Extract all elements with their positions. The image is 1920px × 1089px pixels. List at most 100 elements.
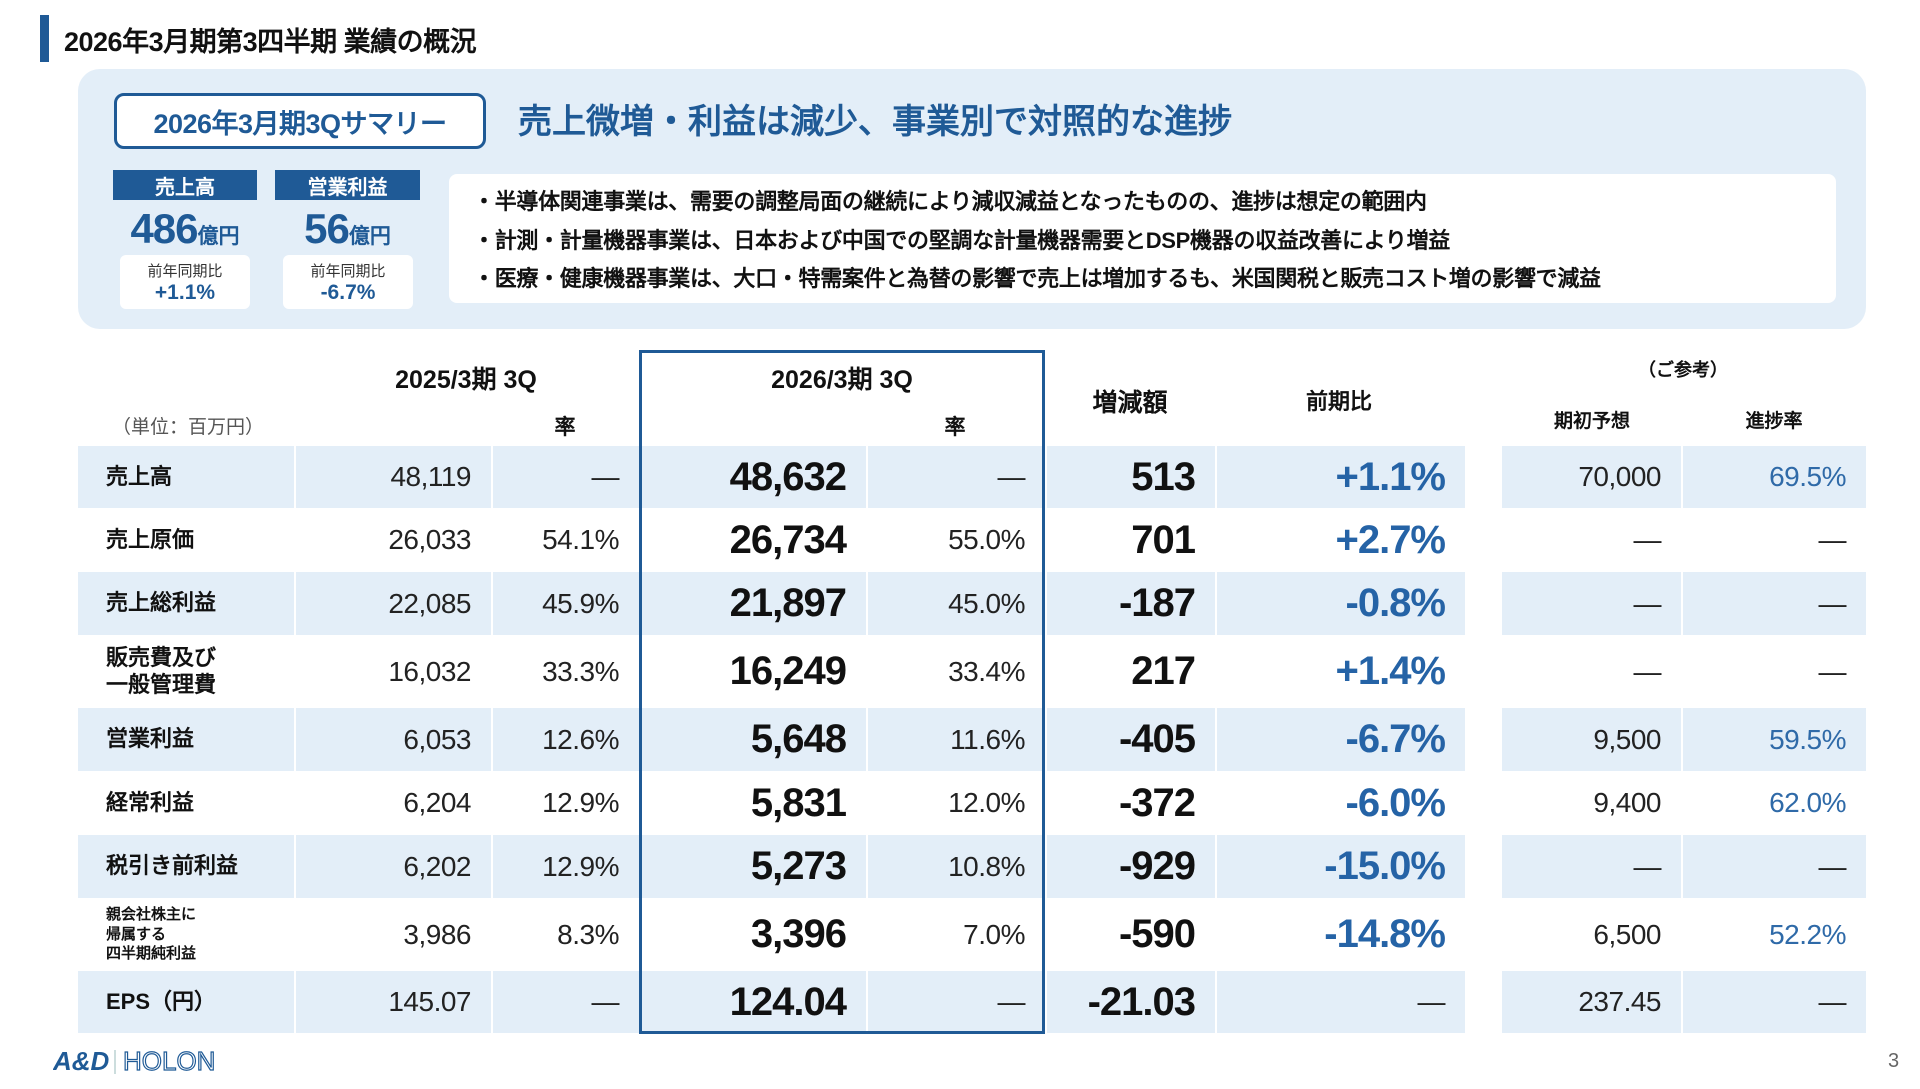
cell-prev: 22,085 — [294, 572, 491, 635]
unit-note: （単位：百万円） — [112, 417, 265, 438]
cell-yoy: -6.7% — [1215, 708, 1465, 771]
cell-prev-rate: 8.3% — [491, 898, 639, 971]
header-curr-rate: 率 — [944, 416, 966, 439]
table-row: 売上総利益 22,085 45.9% 21,897 45.0% -187 -0.8% — — — [0, 572, 1920, 635]
cell-curr-rate: 7.0% — [866, 898, 1045, 971]
cell-progress: 62.0% — [1681, 771, 1866, 835]
cell-diff: -187 — [1045, 572, 1215, 635]
cell-progress: 52.2% — [1681, 898, 1866, 971]
company-logo: A&D HOLON — [52, 1045, 263, 1089]
cell-diff: -929 — [1045, 835, 1215, 898]
cell-forecast: — — [1502, 835, 1681, 898]
cell-diff: -590 — [1045, 898, 1215, 971]
yoy-value: -6.7% — [320, 281, 376, 304]
cell-prev-rate: 12.9% — [491, 835, 639, 898]
table-row: EPS（円） 145.07—124.04— -21.03—237.45— — [0, 971, 1920, 1033]
cell-progress: — — [1681, 635, 1866, 708]
cell-prev-rate: 45.9% — [491, 572, 639, 635]
cell-forecast: 9,400 — [1593, 787, 1661, 818]
cell-yoy: +2.7% — [1215, 508, 1465, 572]
cell-prev: 6,202 — [294, 835, 491, 898]
cell-prev: 3,986 — [294, 898, 491, 971]
header-prev: 2025/3期 3Q — [395, 366, 537, 394]
kpi-sales-yoy: 前年同期比 +1.1% — [120, 255, 250, 309]
header-prev-rate: 率 — [554, 416, 576, 439]
summary-bullets: ・半導体関連事業は、需要の調整局面の継続により減収減益となったものの、進捗は想定… — [449, 174, 1836, 303]
kpi-sales-value: 486億円 — [113, 205, 257, 253]
cell-curr-rate: 10.8% — [866, 835, 1045, 898]
cell-curr-rate: 11.6% — [866, 708, 1045, 771]
cell-label: EPS（円） — [78, 971, 294, 1033]
cell-label: 経常利益 — [106, 789, 195, 815]
yoy-label: 前年同期比 — [310, 263, 386, 280]
cell-curr: 5,648 — [639, 708, 866, 771]
cell-prev: 16,032 — [294, 635, 491, 708]
header-diff: 増減額 — [1092, 389, 1168, 417]
cell-diff: 701 — [1045, 508, 1215, 572]
header-curr: 2026/3期 3Q — [771, 366, 913, 394]
table-row: 親会社株主に 帰属する 四半期純利益 3,986 8.3% 3,396 7.0% -590… — [0, 898, 1920, 971]
header-forecast: 期初予想 — [1553, 411, 1631, 432]
cell-label: 親会社株主に 帰属する 四半期純利益 — [106, 906, 197, 963]
cell-progress: 59.5% — [1681, 708, 1866, 771]
cell-prev-rate: — — [491, 971, 639, 1033]
yoy-value: +1.1% — [154, 281, 216, 304]
cell-forecast: — — [1633, 524, 1662, 555]
svg-text:A&D: A&D — [53, 1046, 110, 1076]
cell-forecast: 6,500 — [1593, 918, 1661, 950]
cell-yoy: -0.8% — [1215, 572, 1465, 635]
cell-curr: 124.04 — [639, 971, 866, 1033]
cell-prev: 6,204 — [294, 771, 491, 835]
yoy-label: 前年同期比 — [147, 263, 223, 280]
summary-headline: 売上微増・利益は減少、事業別で対照的な進捗 — [518, 103, 1232, 141]
table-row: 経常利益 6,204 12.9% 5,831 12.0% -372 -6.0% 9,400 62… — [0, 771, 1920, 835]
cell-curr: 16,249 — [639, 635, 866, 708]
header-yoy: 前期比 — [1305, 389, 1373, 414]
cell-prev: 26,033 — [294, 508, 491, 572]
header-progress: 進捗率 — [1745, 411, 1803, 432]
cell-progress: — — [1681, 572, 1866, 635]
kpi-sales-label: 売上高 — [113, 170, 257, 200]
page-number: 3 — [1888, 1050, 1900, 1072]
cell-prev-rate: 33.3% — [491, 635, 639, 708]
cell-forecast: 9,500 — [1502, 708, 1681, 771]
cell-yoy: -14.8% — [1215, 898, 1465, 971]
title-accent-bar — [40, 15, 49, 62]
cell-prev: 6,053 — [294, 708, 491, 771]
cell-diff: 513 — [1045, 446, 1215, 508]
kpi-op-value: 56億円 — [275, 205, 420, 253]
summary-label: 2026年3月期3Qサマリー — [114, 93, 486, 149]
table-row: 売上高 48,119—48,632—513 +1.1% 70,000 69.5% — [0, 446, 1920, 508]
cell-diff: -21.03 — [1045, 971, 1215, 1033]
cell-curr-rate: — — [866, 446, 1045, 508]
kpi-unit: 億円 — [197, 225, 240, 248]
cell-forecast: — — [1633, 655, 1662, 687]
kpi-op-label: 営業利益 — [275, 170, 420, 200]
table-row: 販売費及び 一般管理費 16,032 33.3% 16,249 33.4% 217 +1.4… — [0, 635, 1920, 708]
cell-yoy: +1.1% — [1215, 446, 1465, 508]
cell-prev-rate: 54.1% — [491, 508, 639, 572]
svg-text:HOLON: HOLON — [123, 1046, 215, 1076]
cell-curr: 5,831 — [639, 771, 866, 835]
cell-curr-rate: — — [866, 971, 1045, 1033]
table-row: 売上原価 26,033 54.1% 26,734 55.0% 701 +2.7% — — — [0, 508, 1920, 572]
kpi-unit: 億円 — [348, 225, 391, 248]
cell-label: 販売費及び 一般管理費 — [106, 645, 217, 697]
cell-prev-rate: — — [491, 446, 639, 508]
cell-progress: 69.5% — [1681, 446, 1866, 508]
cell-curr-rate: 45.0% — [866, 572, 1045, 635]
cell-prev-rate: 12.6% — [491, 708, 639, 771]
cell-curr: 3,396 — [639, 898, 866, 971]
table-row: 税引き前利益 6,202 12.9% 5,273 10.8% -929 -15.0% — — — [0, 835, 1920, 898]
cell-prev: 48,119 — [294, 446, 491, 508]
cell-prev: 145.07 — [294, 971, 491, 1033]
kpi-op-yoy: 前年同期比 -6.7% — [283, 255, 413, 309]
cell-label: 売上総利益 — [78, 572, 294, 635]
cell-yoy: -6.0% — [1215, 771, 1465, 835]
kpi-value: 486 — [130, 205, 198, 252]
header-ref: （ご参考） — [1638, 360, 1728, 380]
bullet-item: ・半導体関連事業は、需要の調整局面の継続により減収減益となったものの、進捗は想定… — [473, 189, 1427, 214]
cell-forecast: 237.45 — [1502, 971, 1681, 1033]
cell-curr: 48,632 — [639, 446, 866, 508]
cell-curr: 26,734 — [639, 508, 866, 572]
